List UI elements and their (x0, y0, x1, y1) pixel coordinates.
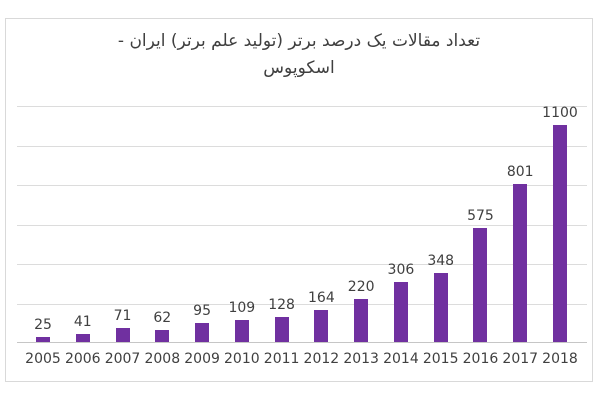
x-axis-tick-label: 2009 (184, 351, 220, 367)
x-axis-tick-label: 2008 (144, 351, 181, 367)
bar-2018 (553, 125, 567, 342)
gridline (17, 185, 587, 186)
bar-2009 (195, 323, 210, 342)
x-axis-tick-label: 2016 (462, 351, 499, 367)
x-axis-tick-label: 2014 (383, 351, 419, 367)
x-axis-tick-label: 2010 (224, 351, 260, 367)
chart-title-line-2: اسکوپوس (263, 58, 335, 78)
gridline (17, 106, 587, 107)
gridline (17, 303, 587, 305)
plot-area: 25 2005 41 2006 71 2007 62 2008 95 2009 109 2010 128… (17, 105, 587, 367)
bar-value-label: 62 (153, 310, 172, 326)
bar-value-label: 109 (228, 300, 256, 316)
x-axis-tick-label: 2012 (303, 351, 340, 367)
bar-value-label: 348 (427, 253, 455, 269)
bar-2008 (155, 330, 170, 342)
bar-value-label: 71 (113, 308, 132, 324)
bar-value-label: 128 (268, 297, 295, 313)
x-axis-tick-label: 2006 (64, 351, 101, 367)
x-axis-tick-label: 2018 (542, 351, 578, 367)
chart-frame: تعداد مقالات یک درصد برتر (تولید علم برت… (5, 18, 593, 382)
bar-value-label: 801 (506, 164, 534, 180)
x-axis-tick-label: 2007 (104, 351, 141, 367)
x-axis-line (17, 342, 587, 343)
bar-2014 (393, 282, 408, 342)
bar-value-label: 95 (193, 303, 211, 319)
bar-2013 (354, 299, 369, 342)
x-axis-tick-label: 2017 (502, 351, 539, 367)
gridline (17, 145, 587, 147)
bar-value-label: 164 (308, 290, 335, 306)
x-axis-tick-label: 2011 (263, 351, 300, 367)
x-axis-tick-label: 2015 (422, 351, 459, 367)
x-axis-tick-label: 2005 (25, 351, 61, 367)
bar-value-label: 220 (347, 279, 375, 295)
bar-2011 (274, 317, 289, 342)
bar-2012 (314, 310, 329, 342)
bar-2016 (473, 228, 488, 342)
gridline (17, 264, 587, 265)
bar-value-label: 1100 (542, 105, 578, 121)
bar-2015 (433, 273, 448, 342)
gridline (17, 224, 587, 226)
bar-value-label: 306 (387, 262, 415, 278)
bar-value-label: 25 (34, 317, 52, 333)
x-axis-tick-label: 2013 (343, 351, 379, 367)
bar-2007 (115, 328, 130, 342)
bar-value-label: 575 (467, 208, 494, 224)
bar-value-label: 41 (73, 314, 92, 330)
bar-2017 (513, 184, 528, 342)
bar-2006 (75, 334, 90, 342)
bar-2010 (234, 320, 249, 342)
bar-2005 (36, 337, 50, 342)
chart-title: تعداد مقالات یک درصد برتر (تولید علم برت… (6, 28, 592, 82)
chart-title-line-1: تعداد مقالات یک درصد برتر (تولید علم برت… (117, 31, 481, 51)
